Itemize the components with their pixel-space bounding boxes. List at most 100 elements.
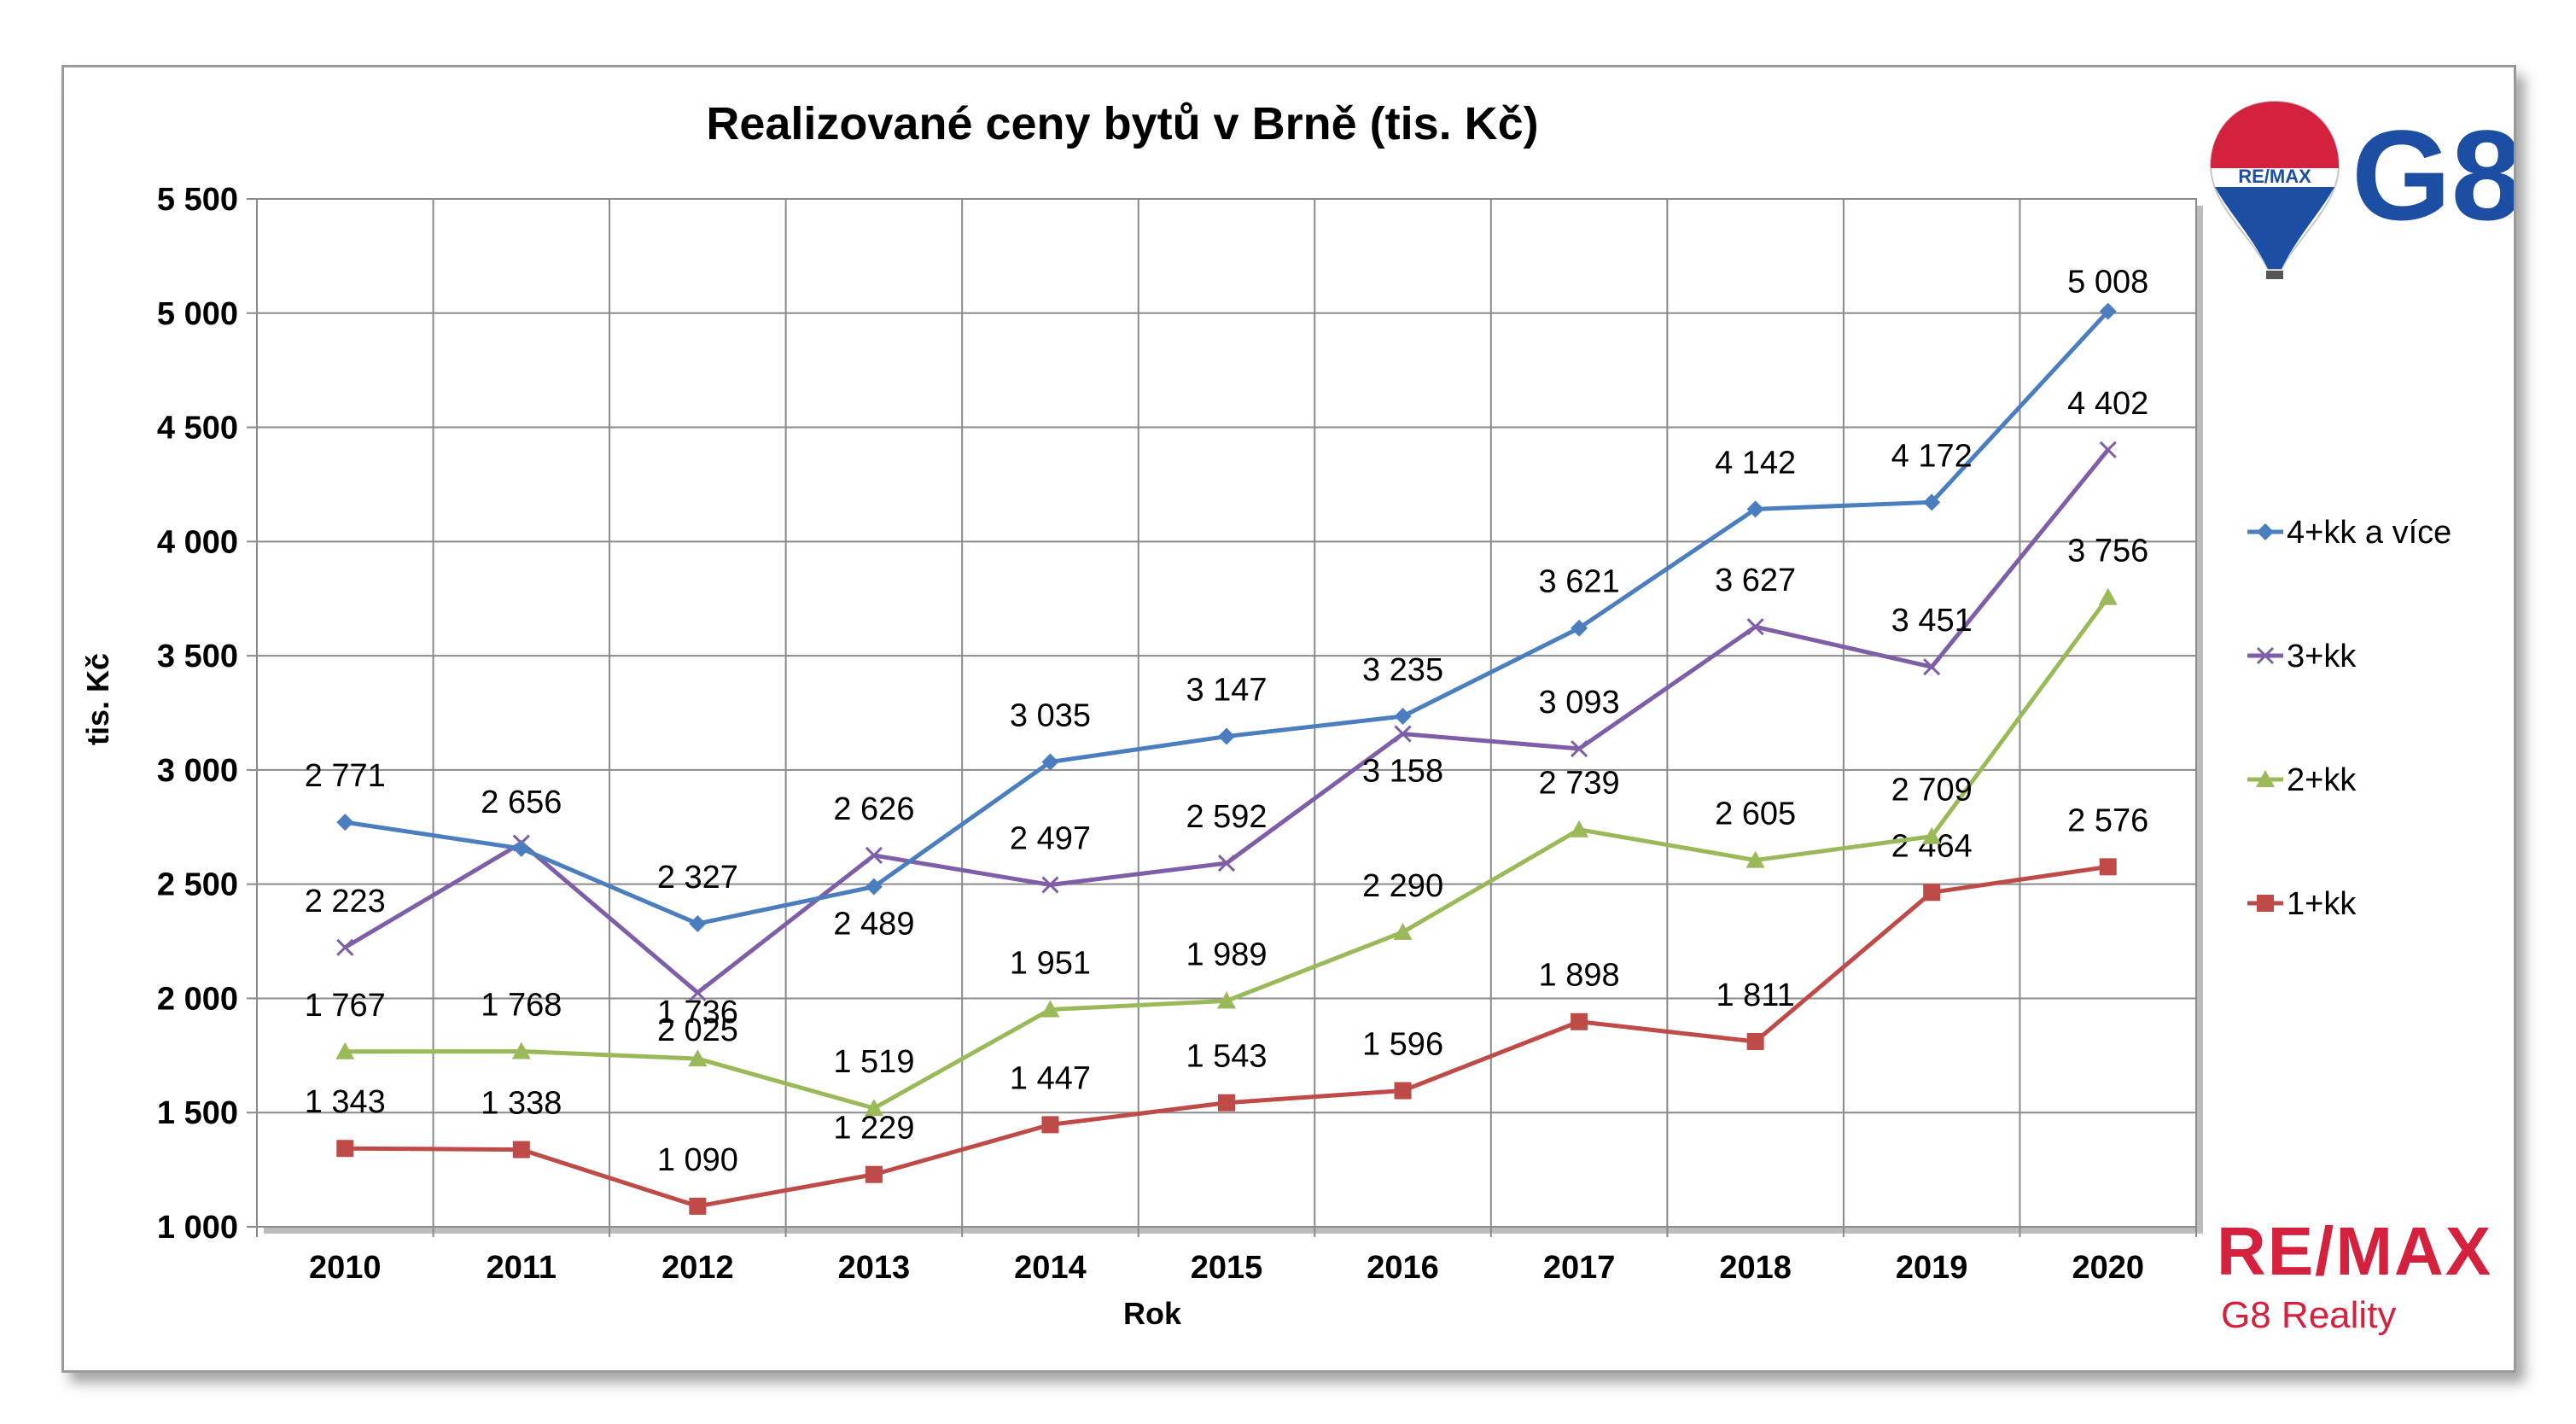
g8-reality-text: G8 Reality [2221,1294,2396,1336]
data-point-marker [1041,753,1059,771]
data-point-marker [865,846,883,865]
data-point-marker [1217,991,1236,1009]
data-point-marker [688,1049,708,1067]
y-tick-label: 2 500 [157,867,238,903]
data-point-marker [2257,895,2274,912]
data-label: 1 090 [657,1142,738,1178]
data-label: 1 951 [1010,946,1091,982]
data-point-marker [2098,587,2118,605]
remax-g8-reality-logo: RE/MAX G8 Reality [2217,1213,2491,1336]
data-point-marker [1041,876,1059,894]
data-point-marker [1571,739,1588,758]
data-label: 2 576 [2067,802,2148,838]
chart-frame: Realizované ceny bytů v Brně (tis. Kč) t… [61,65,2516,1373]
x-tick-label: 2014 [1014,1250,1087,1286]
legend-item: 2+kk [2247,762,2357,798]
balloon-icon: RE/MAX [2209,100,2340,279]
data-label: 1 343 [305,1084,386,1120]
data-label: 2 771 [305,758,386,794]
data-label: 3 235 [1362,652,1443,688]
legend-label: 2+kk [2287,762,2357,798]
data-label: 2 497 [1010,820,1091,856]
data-label: 1 736 [657,995,738,1030]
series-2: 2 223 2 025 2 626 2 497 2 592 3 158 3 093 3 627… [305,386,2149,1048]
data-point-marker [689,983,707,1001]
y-tick-label: 5 500 [157,182,238,218]
data-point-marker [335,1042,355,1059]
data-point-marker [2099,441,2117,458]
data-label: 2 290 [1362,868,1443,904]
data-point-marker [1746,618,1764,636]
x-tick-label: 2019 [1896,1250,1968,1286]
data-point-marker [1923,884,1941,902]
data-label: 3 147 [1186,673,1267,709]
legend-item: 3+kk [2247,639,2357,674]
data-label: 1 596 [1362,1027,1443,1063]
y-tick-label: 3 500 [157,639,238,674]
data-point-marker [1746,1033,1764,1051]
x-tick-label: 2016 [1367,1250,1439,1286]
data-point-marker [1218,1094,1235,1112]
plot-area: 1 000 1 500 2 000 2 500 3 000 3 500 4 000 4 500… [157,182,2203,1286]
data-point-marker [1217,854,1236,872]
data-label: 1 989 [1186,937,1267,972]
data-label: 2 626 [833,791,914,827]
data-point-marker [511,1042,531,1059]
data-label: 3 035 [1010,698,1091,734]
data-point-marker [1571,1013,1588,1030]
data-label: 2 739 [1539,766,1620,802]
data-point-marker [1746,850,1765,868]
data-label: 2 327 [657,860,738,896]
data-point-marker [2099,858,2117,876]
data-point-marker [336,1140,354,1158]
data-point-marker [2256,646,2275,665]
data-label: 2 025 [657,1013,738,1048]
series-1: 2 771 2 656 2 327 2 489 3 035 3 147 3 235 3 621… [305,265,2149,943]
y-tick-label: 1 500 [157,1095,238,1131]
y-tick-label: 5 000 [157,296,238,332]
line-chart: Realizované ceny bytů v Brně (tis. Kč) t… [80,98,2514,1336]
data-label: 5 008 [2067,265,2148,301]
legend-label: 1+kk [2287,886,2357,922]
data-point-marker [1571,619,1588,637]
data-label: 3 756 [2067,534,2148,569]
data-point-marker [512,1141,530,1158]
data-label: 4 142 [1715,445,1796,481]
legend-item: 4+kk a více [2247,515,2451,551]
data-point-marker [1570,820,1589,837]
data-label: 2 223 [305,884,386,919]
data-point-marker [689,914,707,932]
chart-title: Realizované ceny bytů v Brně (tis. Kč) [706,98,1538,149]
data-label: 1 767 [305,988,386,1024]
x-tick-label: 2020 [2072,1250,2144,1286]
y-tick-label: 2 000 [157,981,238,1017]
data-point-marker [336,938,354,956]
y-tick-label: 1 000 [157,1210,238,1246]
data-point-marker [2256,770,2275,787]
data-point-marker [1393,922,1413,940]
data-label: 1 898 [1539,958,1620,994]
data-point-marker [2099,302,2117,320]
legend-item: 1+kk [2247,886,2357,922]
data-point-marker [2257,523,2274,540]
y-axis-label: tis. Kč [80,653,115,745]
x-tick-label: 2013 [838,1250,911,1286]
data-label: 4 172 [1891,438,1973,474]
data-label: 2 489 [833,907,914,943]
legend-label: 3+kk [2287,639,2357,674]
data-point-marker [336,814,354,832]
x-tick-label: 2018 [1719,1250,1792,1286]
data-point-marker [689,1197,707,1215]
x-tick-label: 2011 [487,1250,557,1286]
data-point-marker [1394,708,1412,726]
data-label: 2 592 [1186,799,1267,835]
x-tick-label: 2012 [661,1250,734,1286]
x-tick-label: 2015 [1191,1250,1263,1286]
data-point-marker [1922,826,1942,844]
data-label: 1 338 [481,1086,562,1122]
data-label: 1 447 [1010,1060,1091,1096]
data-point-marker [1923,658,1941,676]
data-point-marker [1394,1082,1412,1100]
data-point-marker [1040,1000,1060,1018]
data-label: 1 519 [833,1044,914,1080]
